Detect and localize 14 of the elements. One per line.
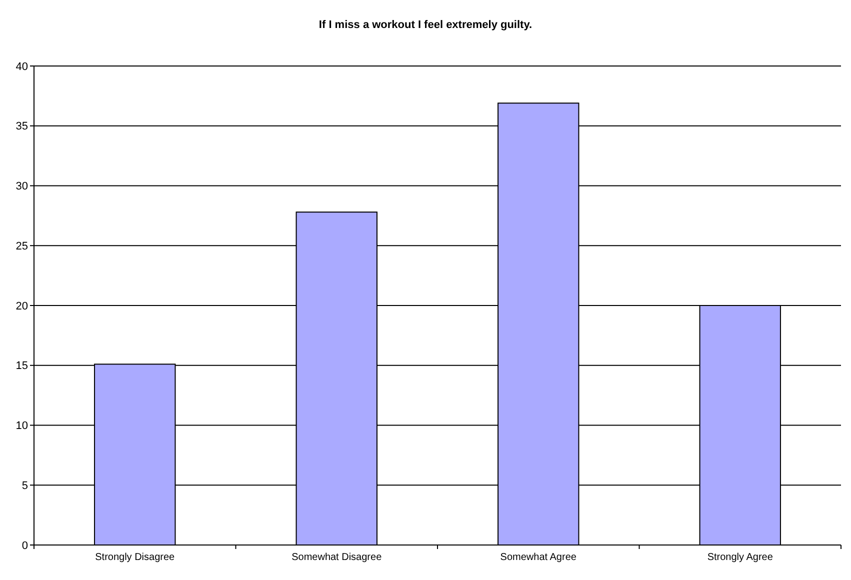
x-tick-label: Somewhat Disagree [292, 552, 382, 563]
y-tick-label: 25 [16, 240, 28, 252]
y-tick-label: 5 [22, 480, 28, 492]
chart-title: If I miss a workout I feel extremely guilty. [318, 19, 532, 31]
y-tick-label: 30 [16, 180, 28, 193]
y-tick-label: 35 [16, 120, 28, 133]
x-tick-label: Strongly Agree [707, 552, 774, 563]
x-tick-label: Somewhat Agree [500, 552, 577, 563]
y-tick-label: 20 [16, 300, 28, 312]
y-tick-label: 40 [16, 60, 28, 73]
y-tick-label: 10 [16, 420, 28, 432]
y-tick-label: 15 [16, 360, 28, 372]
x-tick-label: Strongly Disagree [95, 552, 176, 563]
y-tick-label: 0 [22, 540, 28, 552]
